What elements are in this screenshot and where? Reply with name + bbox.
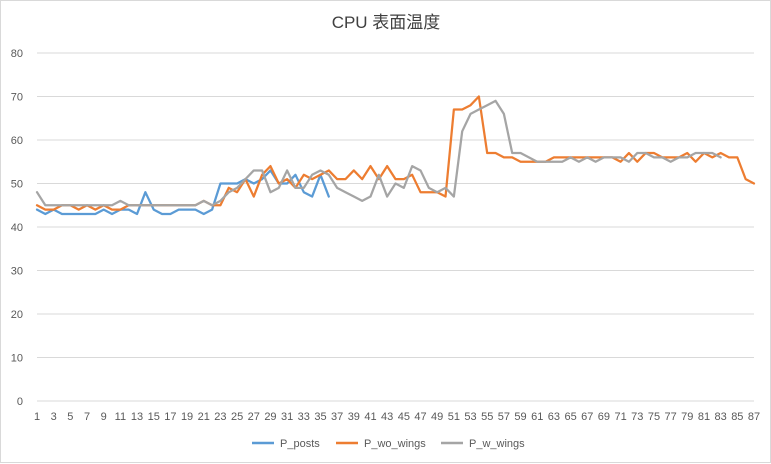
legend-label: P_wo_wings — [364, 438, 426, 450]
x-tick-label: 11 — [115, 411, 126, 423]
y-tick-label: 10 — [11, 353, 23, 365]
x-tick-label: 1 — [34, 411, 40, 423]
x-tick-label: 51 — [448, 411, 460, 423]
x-tick-label: 81 — [698, 411, 710, 423]
y-tick-label: 40 — [11, 222, 23, 234]
x-tick-label: 49 — [431, 411, 443, 423]
x-tick-label: 87 — [748, 411, 760, 423]
x-tick-label: 43 — [381, 411, 393, 423]
legend-label: P_posts — [280, 438, 320, 450]
x-tick-label: 7 — [84, 411, 90, 423]
x-tick-label: 27 — [248, 411, 260, 423]
x-tick-label: 17 — [164, 411, 176, 423]
legend: P_posts P_wo_wings P_w_wings — [252, 438, 525, 450]
x-tick-label: 57 — [498, 411, 510, 423]
x-tick-label: 19 — [181, 411, 193, 423]
y-tick-label: 70 — [11, 92, 23, 104]
x-tick-label: 63 — [548, 411, 560, 423]
x-tick-label: 75 — [648, 411, 660, 423]
x-tick-label: 59 — [514, 411, 526, 423]
x-tick-label: 55 — [481, 411, 493, 423]
x-tick-label: 79 — [681, 411, 693, 423]
x-axis: 1 3 5 7 9 11 13 15 17 19 21 23 25 27 29 31 33 35 37 39 41 43 4… — [34, 411, 760, 423]
y-tick-label: 20 — [11, 309, 23, 321]
x-tick-label: 47 — [414, 411, 426, 423]
y-tick-label: 30 — [11, 266, 23, 278]
x-tick-label: 9 — [101, 411, 107, 423]
x-tick-label: 25 — [231, 411, 243, 423]
y-tick-label: 60 — [11, 135, 23, 147]
y-tick-label: 50 — [11, 179, 23, 191]
x-tick-label: 37 — [331, 411, 343, 423]
x-tick-label: 3 — [51, 411, 57, 423]
x-tick-label: 77 — [665, 411, 677, 423]
x-tick-label: 21 — [198, 411, 210, 423]
x-tick-label: 13 — [131, 411, 143, 423]
x-tick-label: 53 — [464, 411, 476, 423]
x-tick-label: 39 — [348, 411, 360, 423]
x-tick-label: 67 — [581, 411, 593, 423]
x-tick-label: 29 — [264, 411, 276, 423]
x-tick-label: 73 — [631, 411, 643, 423]
x-tick-label: 41 — [364, 411, 376, 423]
legend-label: P_w_wings — [469, 438, 525, 450]
y-tick-label: 80 — [11, 48, 23, 60]
x-tick-label: 45 — [398, 411, 410, 423]
gridlines — [37, 52, 754, 402]
x-tick-label: 15 — [148, 411, 160, 423]
y-tick-label: 0 — [17, 396, 23, 408]
y-axis: 0 10 20 30 40 50 60 70 80 — [11, 48, 23, 408]
x-tick-label: 61 — [531, 411, 543, 423]
x-tick-label: 71 — [614, 411, 626, 423]
chart-title: CPU 表面温度 — [332, 13, 441, 32]
x-tick-label: 5 — [67, 411, 73, 423]
x-tick-label: 85 — [731, 411, 743, 423]
x-tick-label: 83 — [715, 411, 727, 423]
x-tick-label: 31 — [281, 411, 293, 423]
x-tick-label: 69 — [598, 411, 610, 423]
x-tick-label: 35 — [314, 411, 326, 423]
series-line-p-w-wings — [35, 99, 722, 207]
x-tick-label: 65 — [564, 411, 576, 423]
x-tick-label: 33 — [298, 411, 310, 423]
x-tick-label: 23 — [214, 411, 226, 423]
series-lines — [35, 95, 756, 216]
